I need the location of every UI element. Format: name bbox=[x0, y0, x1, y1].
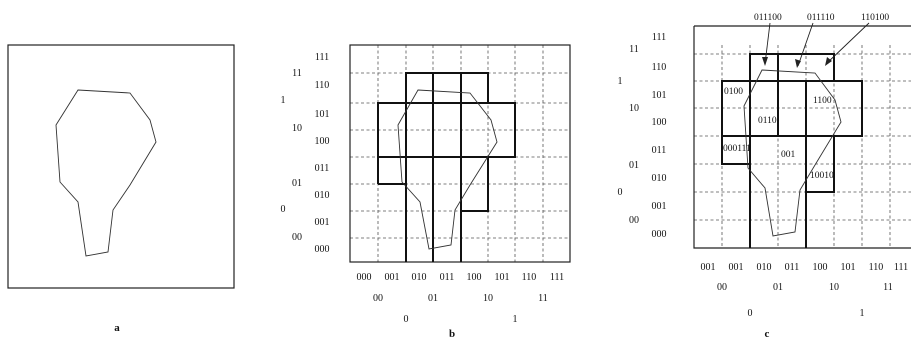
svg-text:001: 001 bbox=[781, 150, 796, 160]
svg-text:100: 100 bbox=[315, 136, 330, 147]
svg-text:0: 0 bbox=[748, 308, 753, 319]
svg-text:0: 0 bbox=[404, 314, 409, 325]
panel-b-x-labels-level3: 000 001 010 011 100 101 110 111 bbox=[357, 272, 565, 283]
svg-text:011: 011 bbox=[440, 272, 455, 283]
svg-text:01: 01 bbox=[292, 178, 302, 189]
panel-c-frame bbox=[693, 26, 911, 249]
svg-text:001: 001 bbox=[652, 201, 667, 212]
panel-c-x-labels-level3: 001 001 010 011 100 101 110 111 bbox=[701, 262, 909, 273]
svg-text:110: 110 bbox=[522, 272, 537, 283]
svg-text:001: 001 bbox=[729, 262, 744, 273]
svg-text:111: 111 bbox=[894, 262, 908, 273]
svg-text:0110: 0110 bbox=[758, 116, 777, 126]
svg-text:110: 110 bbox=[652, 62, 667, 73]
svg-text:101: 101 bbox=[495, 272, 510, 283]
svg-text:001: 001 bbox=[315, 217, 330, 228]
svg-text:11: 11 bbox=[538, 293, 548, 304]
panel-c-y-labels-level2: 11 10 01 00 bbox=[629, 44, 639, 226]
svg-text:101: 101 bbox=[315, 109, 330, 120]
svg-text:010: 010 bbox=[757, 262, 772, 273]
svg-text:10: 10 bbox=[629, 103, 639, 114]
svg-text:1100: 1100 bbox=[813, 96, 832, 106]
svg-text:010: 010 bbox=[652, 173, 667, 184]
svg-text:010: 010 bbox=[412, 272, 427, 283]
panel-c-cell-labels: 0100 1100 0110 000111 001 10010 bbox=[723, 87, 834, 181]
svg-text:011: 011 bbox=[315, 163, 330, 174]
svg-text:010: 010 bbox=[315, 190, 330, 201]
svg-text:001: 001 bbox=[701, 262, 716, 273]
panel-c-y-labels-level1: 1 0 bbox=[618, 76, 623, 198]
svg-text:11: 11 bbox=[883, 282, 893, 293]
svg-text:011: 011 bbox=[652, 145, 667, 156]
svg-text:110: 110 bbox=[315, 80, 330, 91]
panel-b-x-labels-level2: 00 01 10 11 bbox=[373, 293, 548, 304]
svg-text:101: 101 bbox=[652, 90, 667, 101]
panel-c-y-labels-level3: 111 110 101 100 011 010 001 000 bbox=[652, 32, 667, 240]
panel-c-region-outline bbox=[743, 69, 842, 237]
svg-text:111: 111 bbox=[652, 32, 666, 43]
svg-text:10: 10 bbox=[292, 123, 302, 134]
panel-b-y-labels-level3: 111 110 101 100 011 010 001 000 bbox=[315, 52, 330, 255]
panel-b-caption: b bbox=[449, 328, 455, 339]
panel-c-x-labels-level2: 00 01 10 11 bbox=[717, 282, 893, 293]
panel-b-y-labels-level2: 11 10 01 00 bbox=[292, 68, 302, 243]
panel-b-y-labels-level1: 1 0 bbox=[281, 95, 286, 215]
svg-text:11: 11 bbox=[292, 68, 302, 79]
svg-text:00: 00 bbox=[717, 282, 727, 293]
panel-c-x-labels-level1: 0 1 bbox=[748, 308, 865, 319]
panel-a-region-outline bbox=[55, 89, 157, 257]
svg-text:001: 001 bbox=[385, 272, 400, 283]
svg-text:10: 10 bbox=[829, 282, 839, 293]
svg-text:000: 000 bbox=[315, 244, 330, 255]
svg-text:00: 00 bbox=[629, 215, 639, 226]
svg-text:100: 100 bbox=[813, 262, 828, 273]
svg-text:111: 111 bbox=[550, 272, 564, 283]
svg-text:0100: 0100 bbox=[724, 87, 743, 97]
svg-text:1: 1 bbox=[618, 76, 623, 87]
panel-c-arrows bbox=[762, 22, 870, 68]
svg-text:000: 000 bbox=[652, 229, 667, 240]
panel-c: 0100 1100 0110 000111 001 10010 011100 0… bbox=[618, 13, 911, 339]
panel-a-caption: a bbox=[114, 322, 120, 334]
svg-text:01: 01 bbox=[629, 160, 639, 171]
svg-text:100: 100 bbox=[467, 272, 482, 283]
svg-text:1: 1 bbox=[281, 95, 286, 106]
svg-text:0: 0 bbox=[618, 187, 623, 198]
panel-a: a bbox=[7, 44, 235, 334]
svg-text:00: 00 bbox=[292, 232, 302, 243]
svg-text:000111: 000111 bbox=[723, 144, 751, 154]
svg-text:10010: 10010 bbox=[810, 171, 834, 181]
svg-text:011100: 011100 bbox=[754, 13, 782, 23]
svg-text:10: 10 bbox=[483, 293, 493, 304]
panel-a-frame bbox=[7, 44, 235, 289]
svg-text:00: 00 bbox=[373, 293, 383, 304]
panel-c-arrow-labels: 011100 011110 110100 bbox=[754, 13, 889, 23]
svg-text:1: 1 bbox=[513, 314, 518, 325]
svg-text:000: 000 bbox=[357, 272, 372, 283]
panel-c-caption: c bbox=[765, 328, 770, 339]
svg-text:11: 11 bbox=[629, 44, 639, 55]
svg-text:101: 101 bbox=[841, 262, 856, 273]
svg-text:011: 011 bbox=[785, 262, 800, 273]
svg-text:1: 1 bbox=[860, 308, 865, 319]
svg-text:01: 01 bbox=[428, 293, 438, 304]
panel-b-cover-blocks bbox=[377, 72, 516, 262]
svg-text:0: 0 bbox=[281, 204, 286, 215]
svg-text:110100: 110100 bbox=[861, 13, 889, 23]
svg-text:01: 01 bbox=[773, 282, 783, 293]
svg-text:111: 111 bbox=[315, 52, 329, 63]
svg-text:011110: 011110 bbox=[807, 13, 835, 23]
svg-text:100: 100 bbox=[652, 117, 667, 128]
panel-b: 111 110 101 100 011 010 001 000 11 10 01… bbox=[281, 44, 571, 339]
panel-b-x-labels-level1: 0 1 bbox=[404, 314, 518, 325]
svg-text:110: 110 bbox=[869, 262, 884, 273]
panel-b-region-outline bbox=[397, 89, 498, 250]
panel-c-cover-blocks bbox=[721, 53, 863, 248]
